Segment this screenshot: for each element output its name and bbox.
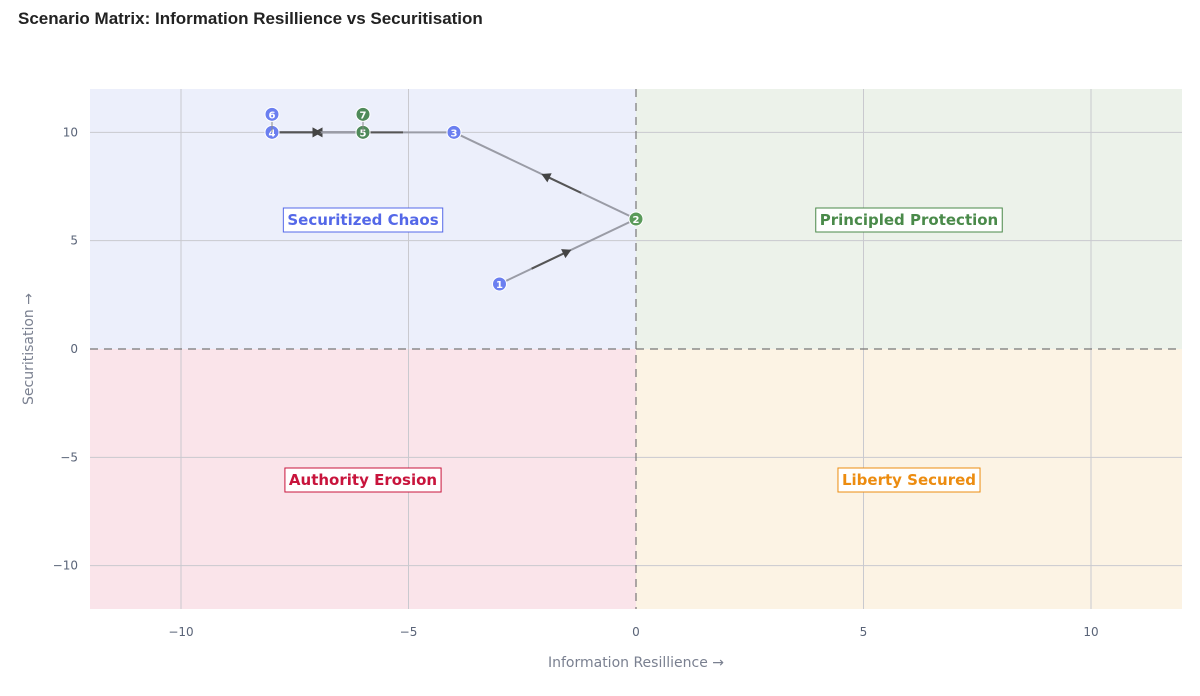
x-tick-label: 5: [860, 625, 868, 639]
scenario-point-label: 1: [496, 280, 503, 291]
quadrant-label: Liberty Secured: [837, 467, 981, 493]
y-tick-label: 5: [70, 234, 78, 248]
quadrant-label-box: [837, 467, 981, 493]
quadrant-label-text: Liberty Secured: [842, 471, 976, 489]
scenario-point: [628, 211, 644, 227]
trajectory-arrowhead: [541, 173, 552, 183]
x-tick-label: −10: [168, 625, 193, 639]
quadrant-label-text: Authority Erosion: [289, 471, 437, 489]
quadrant-label-box: [282, 207, 444, 233]
y-tick-label: 10: [63, 125, 78, 139]
y-tick-label: 0: [70, 342, 78, 356]
x-tick-label: 0: [632, 625, 640, 639]
scenario-point: [446, 124, 462, 140]
chart-title: Scenario Matrix: Information Resillience…: [18, 9, 483, 28]
y-tick-label: −5: [60, 450, 78, 464]
trajectory-arrowhead: [561, 249, 572, 259]
trajectory-arrow-shaft: [544, 174, 582, 194]
trajectory-arrow-shaft: [531, 250, 569, 270]
scenario-point: [492, 276, 507, 292]
scenario-point: [355, 106, 371, 122]
scenario-point-label: 4: [269, 128, 276, 139]
quadrant-label-box: [815, 207, 1003, 233]
y-axis-title: Securitisation →: [21, 293, 37, 405]
quadrant-label-text: Principled Protection: [820, 211, 998, 229]
quadrant-label: Principled Protection: [815, 207, 1003, 233]
scenario-point-label: 3: [451, 128, 458, 139]
y-tick-label: −10: [53, 559, 78, 573]
scenario-point: [264, 106, 280, 122]
scenario-point-label: 2: [633, 215, 640, 226]
scenario-point-label: 6: [269, 110, 276, 121]
quadrant-label: Authority Erosion: [284, 467, 442, 493]
scenario-point-label: 7: [360, 110, 367, 121]
x-tick-label: 10: [1083, 625, 1098, 639]
x-tick-label: −5: [400, 625, 418, 639]
quadrant-label: Securitized Chaos: [282, 207, 444, 233]
x-axis-title: Information Resillience →: [548, 655, 724, 671]
trajectory-arrowhead: [312, 127, 322, 138]
quadrant-label-box: [284, 467, 442, 493]
quadrant-label-text: Securitized Chaos: [287, 211, 438, 229]
scenario-point-label: 5: [360, 128, 367, 139]
